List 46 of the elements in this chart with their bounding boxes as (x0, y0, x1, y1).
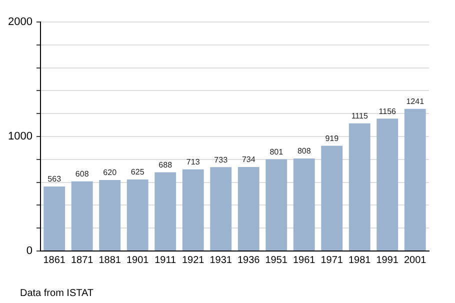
y-tick-label: 2000 (8, 16, 32, 28)
bar (182, 169, 204, 250)
data-label: 625 (130, 168, 145, 177)
bar (44, 186, 66, 250)
bar (71, 181, 93, 250)
x-tick-label: 2001 (404, 254, 427, 266)
x-tick-label: 1871 (70, 254, 94, 266)
bar (210, 167, 232, 250)
bar (238, 166, 260, 250)
x-tick-label: 1921 (182, 254, 205, 266)
data-label: 1156 (378, 106, 397, 116)
data-label: 919 (325, 134, 340, 143)
x-tick-label: 1971 (320, 254, 344, 266)
x-tick-label: 1861 (43, 254, 66, 266)
x-tick-label: 1911 (154, 254, 177, 266)
bar (126, 179, 148, 250)
y-tick-label: 0 (26, 245, 32, 258)
x-tick-label: 1951 (265, 254, 288, 266)
data-label: 563 (48, 174, 62, 184)
bar (266, 159, 288, 250)
x-tick-label: 1881 (98, 254, 122, 266)
data-label: 734 (242, 155, 256, 164)
data-label: 1115 (351, 112, 368, 121)
bar (404, 108, 426, 250)
x-tick-label: 1931 (210, 254, 232, 266)
data-label: 688 (158, 160, 173, 170)
bar (99, 180, 121, 250)
x-tick-label: 1961 (292, 254, 316, 266)
bar (348, 123, 370, 250)
data-label: 1241 (406, 97, 425, 106)
y-tick-label: 1000 (8, 130, 32, 143)
bar (293, 158, 315, 250)
bar (376, 118, 398, 250)
data-label: 713 (186, 158, 200, 167)
data-label: 801 (270, 147, 284, 156)
data-label: 620 (103, 168, 118, 178)
data-label: 733 (214, 155, 228, 164)
x-tick-label: 1901 (126, 254, 150, 266)
text: Data from ISTAT (20, 288, 94, 299)
bar (321, 146, 343, 250)
x-tick-label: 1981 (348, 254, 372, 266)
x-tick-label: 1936 (237, 254, 260, 266)
data-label: 608 (75, 170, 90, 179)
x-tick-label: 1991 (376, 254, 399, 266)
data-label: 808 (297, 146, 312, 156)
bar (154, 172, 176, 250)
